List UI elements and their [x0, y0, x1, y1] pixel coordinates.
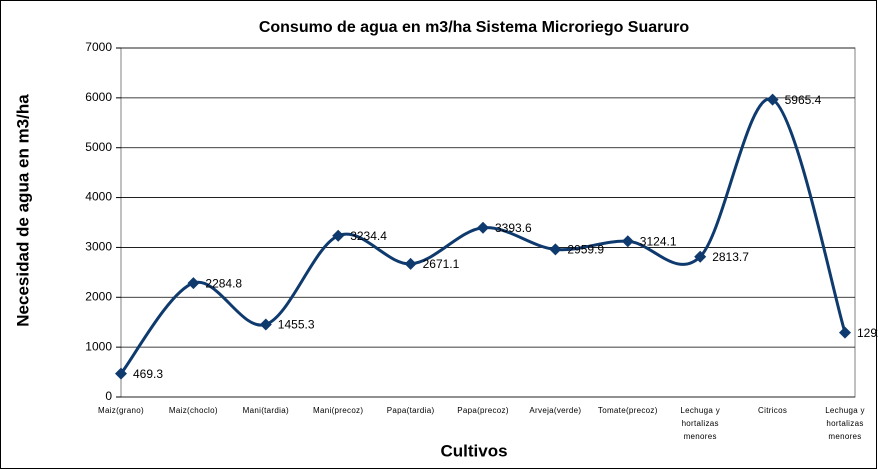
marker — [549, 243, 562, 256]
x-tick-label: Citricos — [758, 406, 788, 415]
marker — [839, 326, 851, 339]
marker — [694, 250, 707, 263]
x-tick-label: Maiz(grano) — [98, 406, 144, 415]
x-axis-title: Cultivos — [440, 441, 507, 460]
data-label: 2959.9 — [567, 243, 604, 257]
x-tick-label: Lechuga y hortalizas menores — [825, 406, 865, 441]
plot-area — [120, 47, 856, 398]
y-tick-label: 0 — [105, 389, 112, 403]
y-tick-label: 2000 — [85, 289, 112, 303]
data-label: 3234.4 — [350, 229, 387, 243]
y-tick-label: 5000 — [85, 140, 112, 154]
data-label: 2813.7 — [712, 250, 749, 264]
y-axis-title: Necesidad de agua en m3/ha — [13, 94, 33, 327]
x-tick-label: Maiz(choclo) — [168, 406, 218, 415]
x-tick-label: Lechuga y hortalizas menores — [680, 406, 720, 441]
marker — [477, 221, 489, 234]
marker — [621, 235, 634, 248]
y-tick-label: 6000 — [85, 90, 112, 104]
marker — [187, 277, 200, 290]
data-label: 469.3 — [133, 367, 163, 381]
marker — [115, 367, 127, 380]
x-tick-label: Papa(tardia) — [386, 406, 435, 415]
data-label: 2671.1 — [423, 257, 460, 271]
data-label: 5965.4 — [785, 93, 822, 107]
y-tick-label: 3000 — [85, 240, 112, 254]
x-tick-label: Papa(precoz) — [457, 406, 509, 415]
data-label: 1455.3 — [278, 318, 315, 332]
marker — [766, 93, 779, 106]
y-tick-label: 7000 — [85, 40, 112, 54]
marker — [332, 229, 345, 242]
x-tick-label: Arveja(verde) — [529, 406, 582, 415]
chart-title: Consumo de agua en m3/ha Sistema Microri… — [259, 19, 690, 36]
data-label: 3124.1 — [640, 234, 677, 248]
data-label: 3393.6 — [495, 221, 532, 235]
y-tick-label: 4000 — [85, 190, 112, 204]
marker — [404, 257, 417, 270]
x-tick-label: Mani(precoz) — [313, 406, 364, 415]
x-tick-label: Tomate(precoz) — [597, 406, 658, 415]
x-tick-label: Mani(tardia) — [242, 406, 289, 415]
data-label: 2284.8 — [205, 276, 242, 290]
line — [119, 97, 847, 375]
y-tick-label: 1000 — [85, 339, 112, 353]
marker — [259, 318, 272, 331]
data-label: 1292.1 — [857, 326, 878, 340]
